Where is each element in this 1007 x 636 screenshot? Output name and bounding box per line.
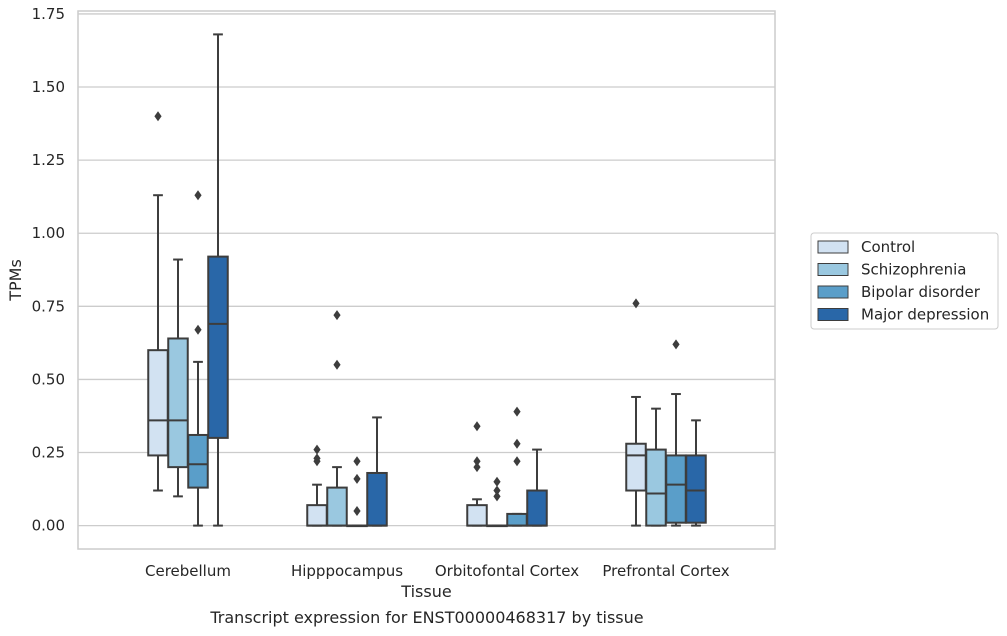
legend-swatch (817, 263, 849, 276)
legend-label: Bipolar disorder (861, 283, 981, 301)
outlier-point (672, 339, 680, 350)
outlier-point (313, 444, 321, 455)
outlier-point (493, 491, 501, 502)
outlier-point (473, 421, 481, 432)
box-iqr (685, 454, 707, 524)
x-tick-label: Hipppocampus (291, 562, 403, 580)
box-orbitofontal-cortex-schizophrenia (486, 476, 508, 528)
outlier-point (493, 476, 501, 487)
box-iqr (506, 512, 528, 527)
legend-label: Schizophrenia (861, 261, 966, 279)
box-groups (147, 33, 707, 528)
box-cerebellum-schizophrenia (167, 258, 189, 498)
box-iqr (167, 337, 189, 469)
plot-frame (77, 10, 776, 550)
box-prefrontal-cortex-schizophrenia (645, 407, 667, 527)
legend-swatch (817, 308, 849, 321)
box-cerebellum-major-depression (207, 33, 229, 527)
outlier-point (333, 359, 341, 370)
y-tick-label: 0.75 (32, 297, 65, 315)
y-tick-label: 1.25 (32, 151, 65, 169)
y-tick-label: 0.25 (32, 444, 65, 462)
chart-caption: Transcript expression for ENST0000046831… (209, 608, 643, 627)
box-iqr (326, 486, 348, 527)
box-orbitofontal-cortex-bipolar-disorder (506, 406, 528, 527)
outlier-point (194, 190, 202, 201)
box-iqr (625, 442, 647, 492)
x-tick-label: Orbitofontal Cortex (435, 562, 579, 580)
box-iqr (306, 504, 328, 527)
outlier-point (154, 111, 162, 122)
x-tick-labels: Cerebellum Hipppocampus Orbitofontal Corte… (145, 562, 730, 580)
x-tick-label: Prefrontal Cortex (602, 562, 729, 580)
outlier-point (313, 453, 321, 464)
x-tick-label: Cerebellum (145, 562, 231, 580)
box-iqr (207, 255, 229, 439)
box-hipppocampus-major-depression (366, 416, 388, 527)
legend-frame (810, 232, 999, 330)
box-prefrontal-cortex-control (625, 298, 647, 527)
outlier-point (473, 462, 481, 473)
y-tick-label: 0.00 (32, 517, 65, 535)
box-cerebellum-control (147, 111, 169, 492)
box-iqr (526, 489, 548, 527)
legend-label: Major depression (861, 306, 989, 324)
legend-swatch (817, 240, 849, 254)
y-tick-label: 1.00 (32, 224, 65, 242)
box-iqr (645, 448, 667, 527)
outlier-point (632, 298, 640, 309)
legend: Control Schizophrenia Bipolar disorder Majo… (810, 232, 999, 330)
outlier-point (353, 505, 361, 516)
box-hipppocampus-schizophrenia (326, 310, 348, 527)
box-iqr (366, 471, 388, 527)
y-tick-label: 1.75 (32, 5, 65, 23)
box-prefrontal-cortex-bipolar-disorder (665, 339, 687, 527)
outlier-point (353, 456, 361, 467)
legend-swatch (817, 285, 849, 299)
y-tick-labels: 0.00 0.25 0.50 0.75 1.00 1.25 1.50 1.75 (32, 5, 65, 535)
box-hipppocampus-bipolar-disorder (346, 456, 368, 528)
outlier-point (473, 456, 481, 467)
box-orbitofontal-cortex-major-depression (526, 448, 548, 527)
outlier-point (513, 438, 521, 449)
box-orbitofontal-cortex-control (466, 421, 488, 527)
x-axis-label: Tissue (400, 582, 451, 601)
outlier-point (513, 456, 521, 467)
outlier-point (194, 324, 202, 335)
legend-label: Control (861, 238, 915, 256)
y-axis-label: TPMs (6, 259, 25, 302)
outlier-point (333, 310, 341, 321)
outlier-point (353, 473, 361, 484)
outlier-point (513, 406, 521, 417)
outlier-point (493, 485, 501, 496)
box-iqr (147, 349, 169, 457)
box-hipppocampus-control (306, 444, 328, 527)
y-tick-label: 1.50 (32, 78, 65, 96)
box-iqr (187, 433, 209, 489)
box-prefrontal-cortex-major-depression (685, 419, 707, 527)
y-tick-label: 0.50 (32, 370, 65, 388)
box-iqr (665, 454, 687, 524)
box-iqr (466, 504, 488, 527)
box-cerebellum-bipolar-disorder (187, 190, 209, 527)
